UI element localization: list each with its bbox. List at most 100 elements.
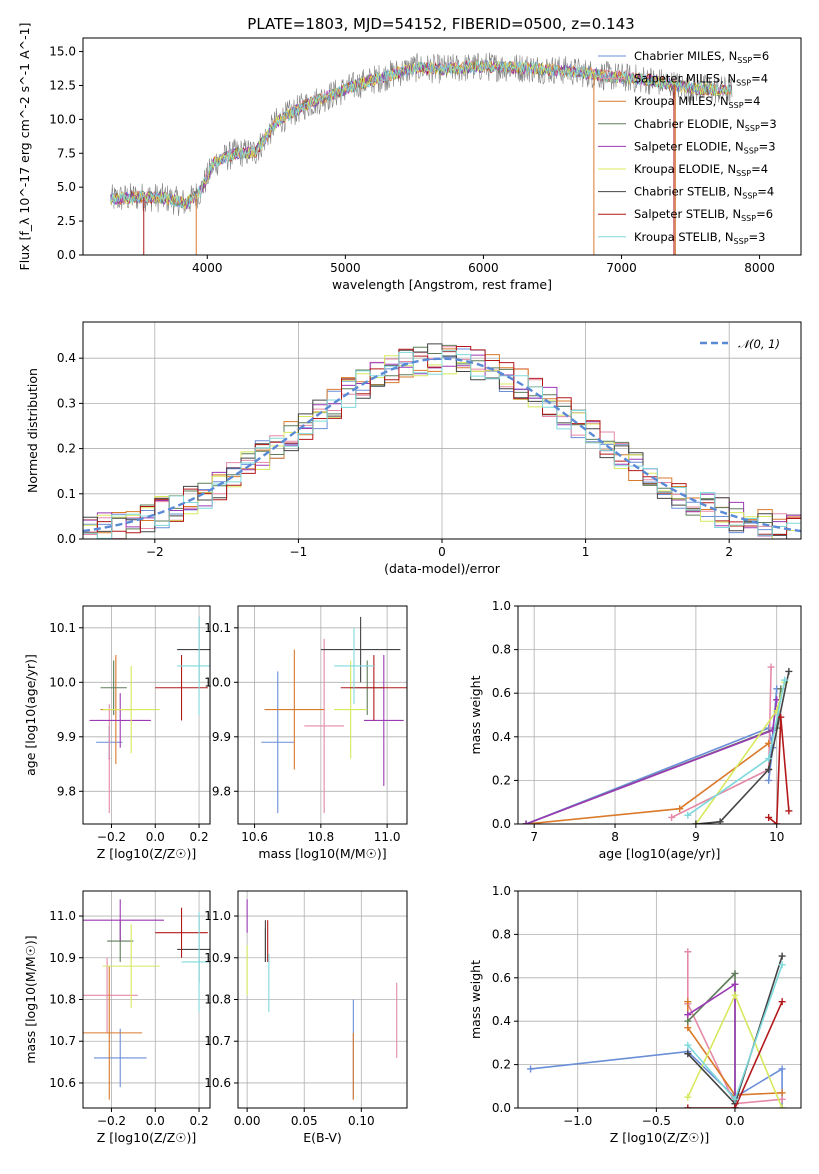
legend-entry: Salpeter MILES, NSSP=4 xyxy=(634,72,768,88)
y-tick-label: 10.6 xyxy=(204,1076,231,1090)
y-tick-label: 0.8 xyxy=(492,927,511,941)
legend-entry: Chabrier STELIB, NSSP=4 xyxy=(634,185,774,201)
axes-frame xyxy=(237,605,408,825)
x-axis-label: (data-model)/error xyxy=(384,561,501,576)
weight-marker xyxy=(684,1011,692,1019)
weight-marker xyxy=(731,980,739,988)
y-tick-label: 9.8 xyxy=(57,784,76,798)
weight-line xyxy=(695,671,790,824)
weight-marker xyxy=(684,1104,692,1108)
weight-marker xyxy=(765,776,773,784)
x-tick-label: −0.5 xyxy=(642,1114,671,1128)
chart-title: PLATE=1803, MJD=54152, FIBERID=0500, z=0… xyxy=(247,15,634,33)
weight-marker xyxy=(668,813,676,821)
y-axis-label: Flux [f_λ 10^-17 erg cm^-2 s^-1 A^-1] xyxy=(17,23,32,271)
weight-marker xyxy=(684,948,692,956)
weight-marker xyxy=(778,1065,786,1073)
panel-Z_vs_mass: −0.2 0.0 0.2 10.6 10.7 10.8 10.9 11.0 Z [log10(Z… xyxy=(23,890,211,1145)
y-tick-label: 0.4 xyxy=(492,1014,511,1028)
weight-marker xyxy=(778,961,786,969)
y-tick-label: 11.0 xyxy=(49,909,76,923)
weight-marker xyxy=(731,1095,739,1103)
weight-marker xyxy=(527,1065,535,1073)
residual-histogram xyxy=(83,350,801,539)
y-tick-label: 0.0 xyxy=(492,1101,511,1115)
y-axis-label: mass weight xyxy=(468,675,483,754)
x-tick-label: 7 xyxy=(530,830,538,844)
x-axis-label: Z [log10(Z/Z☉)] xyxy=(610,1130,710,1145)
y-tick-label: 0.6 xyxy=(492,971,511,985)
weight-line xyxy=(687,1001,783,1108)
x-axis-label: Z [log10(Z/Z☉)] xyxy=(97,1130,197,1145)
axes-frame xyxy=(517,890,802,1109)
y-tick-label: 15.0 xyxy=(49,45,76,59)
x-tick-label: 10.6 xyxy=(241,830,268,844)
y-tick-label: 0.2 xyxy=(492,1058,511,1072)
weight-line xyxy=(525,688,782,824)
weight-marker xyxy=(684,1041,692,1049)
panel-Z_vs_weight: −1.0 −0.5 0.0 0.0 0.2 0.4 0.6 0.8 1.0 Z [log10(Z/… xyxy=(468,884,802,1145)
x-tick-label: 0.0 xyxy=(725,1114,744,1128)
x-tick-label: −1.0 xyxy=(563,1114,592,1128)
weight-line xyxy=(525,688,778,824)
x-tick-label: 0.05 xyxy=(291,1114,318,1128)
x-tick-label: 0.2 xyxy=(190,1114,209,1128)
y-tick-label: 0.2 xyxy=(492,773,511,787)
weight-marker xyxy=(778,1089,786,1097)
x-tick-label: 6000 xyxy=(468,261,499,275)
x-tick-label: −0.2 xyxy=(97,1114,126,1128)
weight-marker xyxy=(684,1017,692,1025)
y-tick-label: 10.9 xyxy=(49,951,76,965)
x-axis-label: wavelength [Angstrom, rest frame] xyxy=(332,277,552,292)
weight-marker xyxy=(778,952,786,960)
y-tick-label: 0.6 xyxy=(492,686,511,700)
weight-line xyxy=(768,717,790,824)
weight-marker xyxy=(684,1050,692,1058)
x-tick-label: 4000 xyxy=(192,261,223,275)
y-tick-label: 10.7 xyxy=(49,1034,76,1048)
weight-line xyxy=(525,699,778,824)
weight-marker xyxy=(778,1104,786,1108)
plot-area xyxy=(83,343,801,539)
weight-marker xyxy=(716,818,724,824)
x-tick-label: 0.00 xyxy=(234,1114,261,1128)
x-tick-label: −0.2 xyxy=(97,830,126,844)
x-tick-label: 0 xyxy=(438,545,446,559)
y-axis-label: Normed distribution xyxy=(25,368,40,493)
y-tick-label: 9.9 xyxy=(57,730,76,744)
weight-marker xyxy=(692,820,700,824)
x-tick-label: 7000 xyxy=(606,261,637,275)
weight-marker xyxy=(773,820,781,824)
weight-marker xyxy=(684,1024,692,1032)
y-tick-label: 9.8 xyxy=(212,784,231,798)
y-tick-label: 10.0 xyxy=(49,675,76,689)
y-tick-label: 0.2 xyxy=(57,442,76,456)
x-axis-label: mass [log10(M/M☉)] xyxy=(258,846,386,861)
y-tick-label: 10.0 xyxy=(49,112,76,126)
weight-marker xyxy=(765,766,773,773)
weight-marker xyxy=(765,739,773,747)
y-axis-label: age [log10(age/yr)] xyxy=(23,654,38,776)
panel-mass_vs_age: 10.6 10.8 11.0 9.8 9.9 10.0 10.1 mass [log10(M/… xyxy=(204,605,408,861)
y-tick-label: 10.8 xyxy=(49,993,76,1007)
weight-marker xyxy=(684,1093,692,1101)
x-axis-label: age [log10(age/yr)] xyxy=(599,846,721,861)
weight-line xyxy=(671,666,772,819)
weight-marker xyxy=(684,998,692,1006)
x-tick-label: 8000 xyxy=(744,261,775,275)
legend-entry: Kroupa STELIB, NSSP=3 xyxy=(634,230,765,246)
y-tick-label: 0.4 xyxy=(57,351,76,365)
weight-marker xyxy=(778,998,786,1006)
y-axis-label: mass weight xyxy=(468,960,483,1039)
x-tick-label: 10.8 xyxy=(307,830,334,844)
x-tick-label: 1 xyxy=(582,545,590,559)
y-tick-label: 7.5 xyxy=(57,146,76,160)
panel-Z_vs_age: −0.2 0.0 0.2 9.8 9.9 10.0 10.1 Z [log10(Z/Z☉)] a… xyxy=(23,605,211,861)
x-tick-label: 11.0 xyxy=(374,830,401,844)
plot-area xyxy=(522,663,793,824)
weight-marker xyxy=(731,991,739,999)
weight-marker xyxy=(522,820,530,824)
x-axis-label: E(B-V) xyxy=(303,1130,342,1145)
y-tick-label: 0.1 xyxy=(57,487,76,501)
